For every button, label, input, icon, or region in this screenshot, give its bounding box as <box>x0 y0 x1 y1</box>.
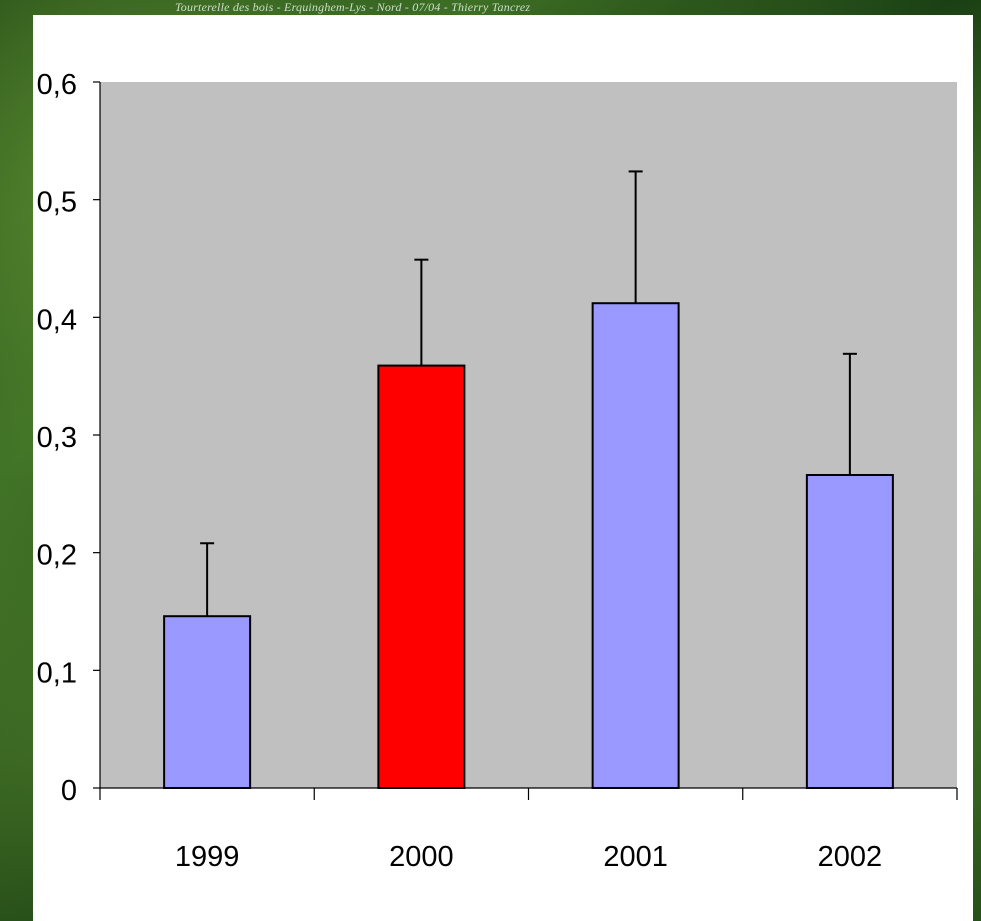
bar-2002 <box>805 474 894 789</box>
y-tick-label: 0,5 <box>37 187 77 219</box>
bars-group <box>163 302 894 789</box>
y-tick-label: 0,6 <box>37 69 77 101</box>
error-bars-group <box>200 170 857 617</box>
y-tick-label: 0,2 <box>37 540 77 572</box>
bar-2000 <box>377 364 466 789</box>
x-tick-label-2002: 2002 <box>818 841 883 873</box>
y-tick-label: 0 <box>61 775 77 807</box>
bar-chart: 0 0,1 0,2 0,3 0,4 0,5 0,6 1999 2000 2001 2002 <box>37 69 958 873</box>
x-tick-label-2000: 2000 <box>389 841 454 873</box>
y-tick-label: 0,3 <box>37 422 77 454</box>
y-tick-label: 0,1 <box>37 657 77 689</box>
y-axis: 0 0,1 0,2 0,3 0,4 0,5 0,6 <box>37 69 101 807</box>
photo-caption: Tourterelle des bois - Erquinghem-Lys - … <box>175 0 531 14</box>
x-tick-label-2001: 2001 <box>603 841 668 873</box>
chart-panel: 0 0,1 0,2 0,3 0,4 0,5 0,6 1999 2000 2001 2002 <box>33 15 973 921</box>
y-tick-label: 0,4 <box>37 304 77 336</box>
x-axis: 1999 2000 2001 2002 <box>99 787 958 873</box>
bar-2001 <box>591 302 680 789</box>
x-tick-label-1999: 1999 <box>175 841 240 873</box>
bar-1999 <box>163 615 252 789</box>
